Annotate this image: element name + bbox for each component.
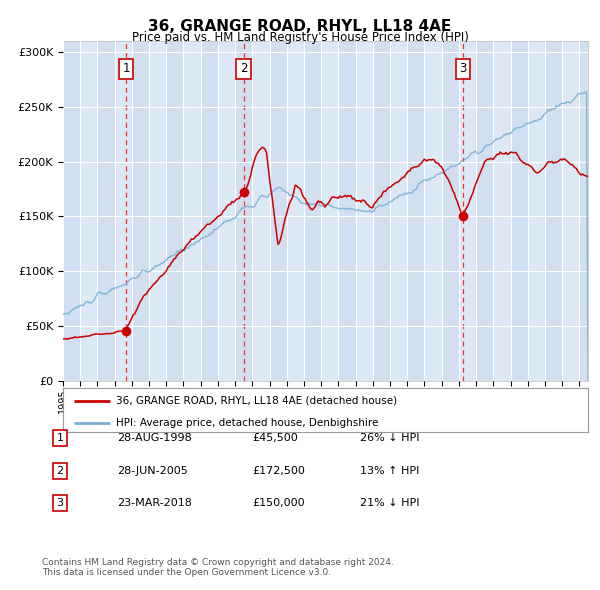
Text: 36, GRANGE ROAD, RHYL, LL18 4AE: 36, GRANGE ROAD, RHYL, LL18 4AE	[148, 19, 452, 34]
Text: 36, GRANGE ROAD, RHYL, LL18 4AE (detached house): 36, GRANGE ROAD, RHYL, LL18 4AE (detache…	[115, 396, 397, 405]
Text: 3: 3	[459, 62, 467, 75]
Text: 2: 2	[56, 466, 64, 476]
Bar	[166, 41, 184, 381]
Text: 3: 3	[56, 499, 64, 508]
Text: 28-AUG-1998: 28-AUG-1998	[117, 434, 192, 443]
Bar	[269, 41, 287, 381]
Bar	[442, 41, 459, 381]
Bar	[201, 41, 218, 381]
Bar	[511, 41, 528, 381]
Bar	[132, 41, 149, 381]
Text: 1: 1	[56, 434, 64, 443]
Text: HPI: Average price, detached house, Denbighshire: HPI: Average price, detached house, Denb…	[115, 418, 378, 428]
Text: 2: 2	[240, 62, 247, 75]
Text: 21% ↓ HPI: 21% ↓ HPI	[360, 499, 419, 508]
Text: Contains HM Land Registry data © Crown copyright and database right 2024.
This d: Contains HM Land Registry data © Crown c…	[42, 558, 394, 577]
Text: £172,500: £172,500	[252, 466, 305, 476]
Bar	[338, 41, 356, 381]
Text: £45,500: £45,500	[252, 434, 298, 443]
Bar	[304, 41, 321, 381]
Bar	[235, 41, 253, 381]
Bar	[407, 41, 424, 381]
Text: £150,000: £150,000	[252, 499, 305, 508]
Bar	[63, 41, 80, 381]
Bar	[580, 41, 596, 381]
Text: 26% ↓ HPI: 26% ↓ HPI	[360, 434, 419, 443]
Bar	[545, 41, 562, 381]
Bar	[97, 41, 115, 381]
Text: Price paid vs. HM Land Registry's House Price Index (HPI): Price paid vs. HM Land Registry's House …	[131, 31, 469, 44]
Text: 1: 1	[122, 62, 130, 75]
Bar	[476, 41, 493, 381]
Text: 23-MAR-2018: 23-MAR-2018	[117, 499, 192, 508]
Bar	[373, 41, 390, 381]
Text: 28-JUN-2005: 28-JUN-2005	[117, 466, 188, 476]
Text: 13% ↑ HPI: 13% ↑ HPI	[360, 466, 419, 476]
